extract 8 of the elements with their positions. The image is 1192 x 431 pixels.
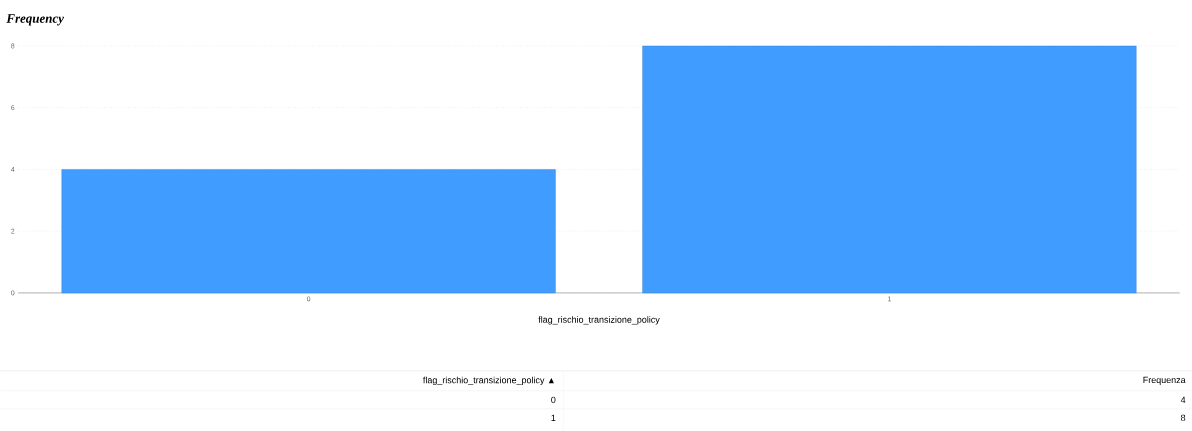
category-label: 1 [551,414,556,421]
text: Frequenza [1143,376,1186,385]
x-axis-title: flag_rischio_transizione_policy [538,316,660,325]
text: 4 [1180,396,1186,403]
text: flag_rischio_transizione_policy ▲ [423,376,554,386]
text: 8 [1181,414,1186,422]
category-label: 0 [551,396,556,404]
chart-title: Frequency [6,14,64,26]
